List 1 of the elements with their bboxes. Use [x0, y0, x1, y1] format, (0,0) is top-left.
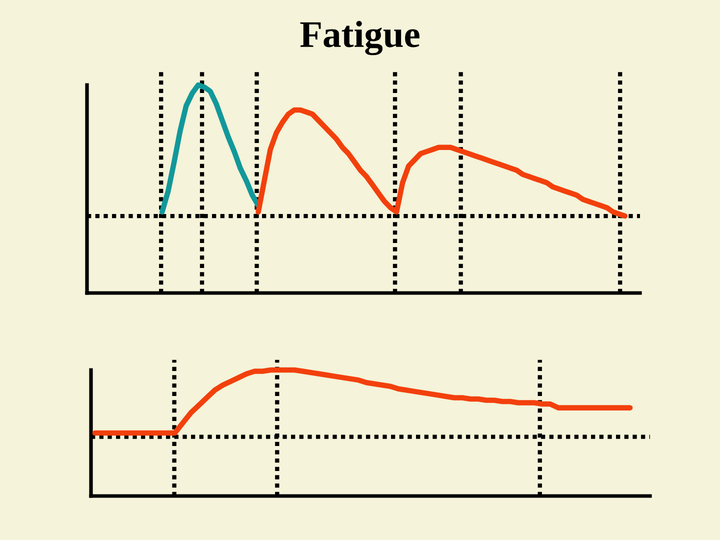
chart-title: Fatigue [300, 20, 420, 56]
